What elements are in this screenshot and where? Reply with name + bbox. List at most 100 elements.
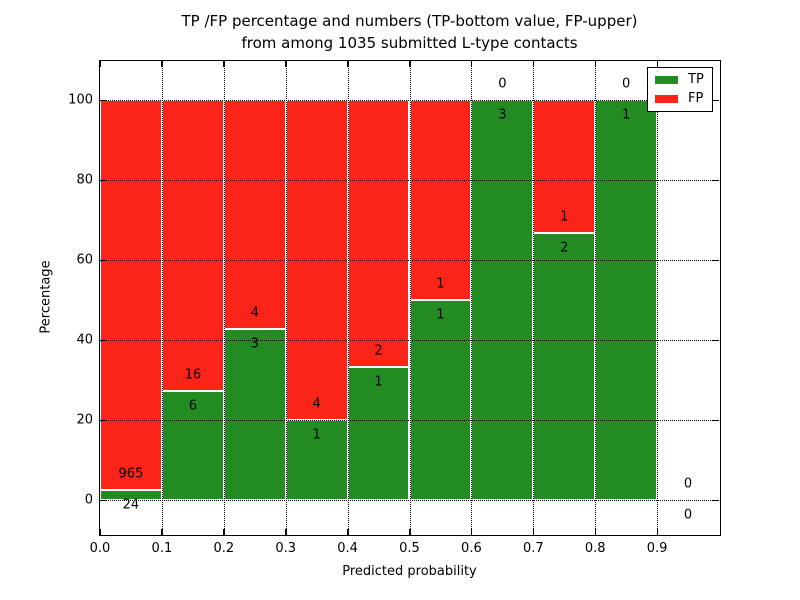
fp-legend-label: FP xyxy=(688,91,704,106)
tp-count-label: 3 xyxy=(250,336,259,352)
x-tick-label: 0.6 xyxy=(461,541,482,556)
fp-count-label: 4 xyxy=(312,396,321,412)
x-tick-mark xyxy=(223,61,225,67)
v-gridline xyxy=(347,61,349,535)
y-tick-label: 100 xyxy=(68,92,93,108)
tp-count-label: 1 xyxy=(436,307,445,323)
x-tick-mark xyxy=(470,61,473,67)
y-tick-mark xyxy=(713,499,719,501)
x-tick-label: 0.5 xyxy=(399,541,420,556)
fp-count-label: 1 xyxy=(436,276,445,292)
fp-count-label: 965 xyxy=(118,466,144,482)
tp-count-label: 2 xyxy=(560,240,569,256)
y-tick-mark xyxy=(100,419,106,421)
tp-legend-swatch xyxy=(655,76,678,84)
y-tick-mark xyxy=(713,179,719,181)
tp-bar-segment xyxy=(533,233,596,500)
x-tick-mark xyxy=(532,529,535,535)
x-tick-label: 0.1 xyxy=(151,541,173,556)
y-tick-label: 60 xyxy=(76,252,93,268)
x-tick-mark xyxy=(161,61,163,67)
v-gridline xyxy=(285,61,287,535)
tp-bar-segment xyxy=(223,328,286,500)
v-gridline xyxy=(471,61,473,535)
tp-count-label: 1 xyxy=(312,427,321,443)
tp-bar-segment xyxy=(161,390,224,500)
x-tick-mark xyxy=(285,529,287,535)
x-tick-mark xyxy=(223,529,225,535)
chart-title-line2: from among 1035 submitted L-type contact… xyxy=(241,34,578,52)
fp-count-label: 0 xyxy=(498,76,507,92)
x-tick-label: 0.8 xyxy=(584,541,606,556)
tp-bar-segment xyxy=(100,490,162,500)
fp-count-label: 1 xyxy=(560,209,569,225)
x-tick-mark xyxy=(656,529,659,535)
y-tick-mark xyxy=(100,179,106,181)
tp-bar-segment xyxy=(595,100,658,500)
x-tick-mark xyxy=(99,61,101,67)
x-tick-mark xyxy=(99,529,101,535)
tp-bar-segment xyxy=(409,300,472,500)
y-tick-mark xyxy=(713,99,719,101)
tp-count-label: 3 xyxy=(498,107,507,123)
y-tick-mark xyxy=(713,259,719,261)
tp-count-label: 1 xyxy=(374,374,383,390)
v-gridline xyxy=(657,61,659,535)
y-axis-label: Percentage xyxy=(38,260,54,334)
y-tick-label: 20 xyxy=(76,412,93,428)
x-tick-mark xyxy=(409,529,411,535)
v-gridline xyxy=(223,61,225,535)
tp-bar-segment xyxy=(471,100,534,500)
y-tick-mark xyxy=(100,259,106,261)
y-tick-mark xyxy=(100,99,106,101)
legend-item-fp: FP xyxy=(655,91,712,107)
x-tick-label: 0.7 xyxy=(522,541,544,556)
x-tick-label: 0.3 xyxy=(275,541,297,556)
fp-bar-segment xyxy=(533,100,596,234)
x-tick-label: 0.2 xyxy=(213,541,235,556)
fp-count-label: 0 xyxy=(683,476,693,492)
y-tick-mark xyxy=(713,419,719,421)
y-tick-label: 0 xyxy=(84,492,93,508)
fp-count-label: 16 xyxy=(184,367,202,383)
x-tick-label: 0.9 xyxy=(646,541,668,556)
fp-count-label: 2 xyxy=(374,343,383,359)
tp-count-label: 0 xyxy=(683,507,693,523)
fp-bar-segment xyxy=(161,100,224,391)
x-tick-mark xyxy=(532,61,535,67)
legend: TP FP xyxy=(647,67,713,112)
x-tick-label: 0.4 xyxy=(337,541,358,556)
fp-bar-segment xyxy=(100,100,162,491)
x-tick-mark xyxy=(656,61,659,67)
v-gridline xyxy=(161,61,163,535)
fp-bar-segment xyxy=(347,100,410,367)
chart-title: TP /FP percentage and numbers (TP-bottom… xyxy=(100,10,719,54)
y-tick-mark xyxy=(100,499,106,501)
fp-count-label: 0 xyxy=(622,76,631,92)
x-tick-mark xyxy=(285,61,287,67)
y-tick-mark xyxy=(100,339,106,341)
tp-count-label: 1 xyxy=(622,107,631,123)
fp-count-label: 4 xyxy=(250,305,259,321)
tp-legend-label: TP xyxy=(688,72,704,87)
x-tick-mark xyxy=(594,61,597,67)
y-tick-label: 80 xyxy=(76,172,93,188)
x-tick-label: 0.0 xyxy=(89,541,111,556)
y-tick-mark xyxy=(713,339,719,341)
fp-legend-swatch xyxy=(655,95,678,103)
legend-item-tp: TP xyxy=(655,72,712,88)
x-tick-mark xyxy=(470,529,473,535)
v-gridline xyxy=(595,61,597,535)
x-tick-mark xyxy=(161,529,163,535)
v-gridline xyxy=(533,61,535,535)
x-tick-mark xyxy=(347,529,349,535)
fp-bar-segment xyxy=(409,100,472,300)
tp-count-label: 24 xyxy=(122,497,140,513)
tp-count-label: 6 xyxy=(188,398,197,414)
x-tick-mark xyxy=(409,61,411,67)
chart-title-line1: TP /FP percentage and numbers (TP-bottom… xyxy=(181,12,638,30)
x-tick-mark xyxy=(347,61,349,67)
x-tick-mark xyxy=(594,529,597,535)
fp-bar-segment xyxy=(223,100,286,329)
